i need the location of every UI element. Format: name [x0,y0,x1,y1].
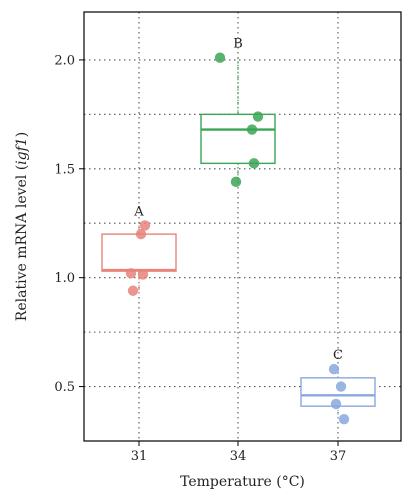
data-point [125,268,137,279]
data-point [246,124,258,135]
box-iqr [101,233,177,272]
y-axis-title-suffix: ) [14,132,30,137]
plot-frame [83,11,402,442]
y-tick-label: 0.5 [54,380,75,395]
data-point [328,363,340,375]
y-tick-label: 1.5 [54,162,75,177]
x-axis-title: Temperature (°C) [180,474,305,490]
data-point [330,398,342,410]
data-point [252,111,264,122]
data-points [125,52,350,425]
significance-letter: C [333,348,343,363]
x-axis: 31 34 37 [131,441,347,464]
data-point [137,269,149,280]
data-point [139,220,151,231]
box-iqr [200,113,276,165]
group-labels: A B C [133,37,343,363]
significance-letter: B [233,37,243,52]
data-point [127,285,139,296]
data-point [338,414,350,425]
significance-letter: A [133,204,144,219]
x-tick-label: 31 [131,449,148,464]
x-tick-label: 37 [330,449,347,464]
grid [84,12,401,441]
y-tick-label: 2.0 [54,53,75,68]
y-tick-label: 1.0 [54,271,75,286]
y-axis-title-prefix: Relative mRNA level ( [14,165,30,321]
data-point [248,158,260,169]
data-point [335,381,347,392]
data-point [230,176,242,188]
data-point [135,228,147,240]
y-axis-title-gene: igf1 [14,137,30,165]
y-axis-title: Relative mRNA level (igf1) [14,132,30,321]
data-point [214,52,226,63]
y-axis: 0.5 1.0 1.5 2.0 [54,53,84,395]
x-tick-label: 34 [230,449,247,464]
